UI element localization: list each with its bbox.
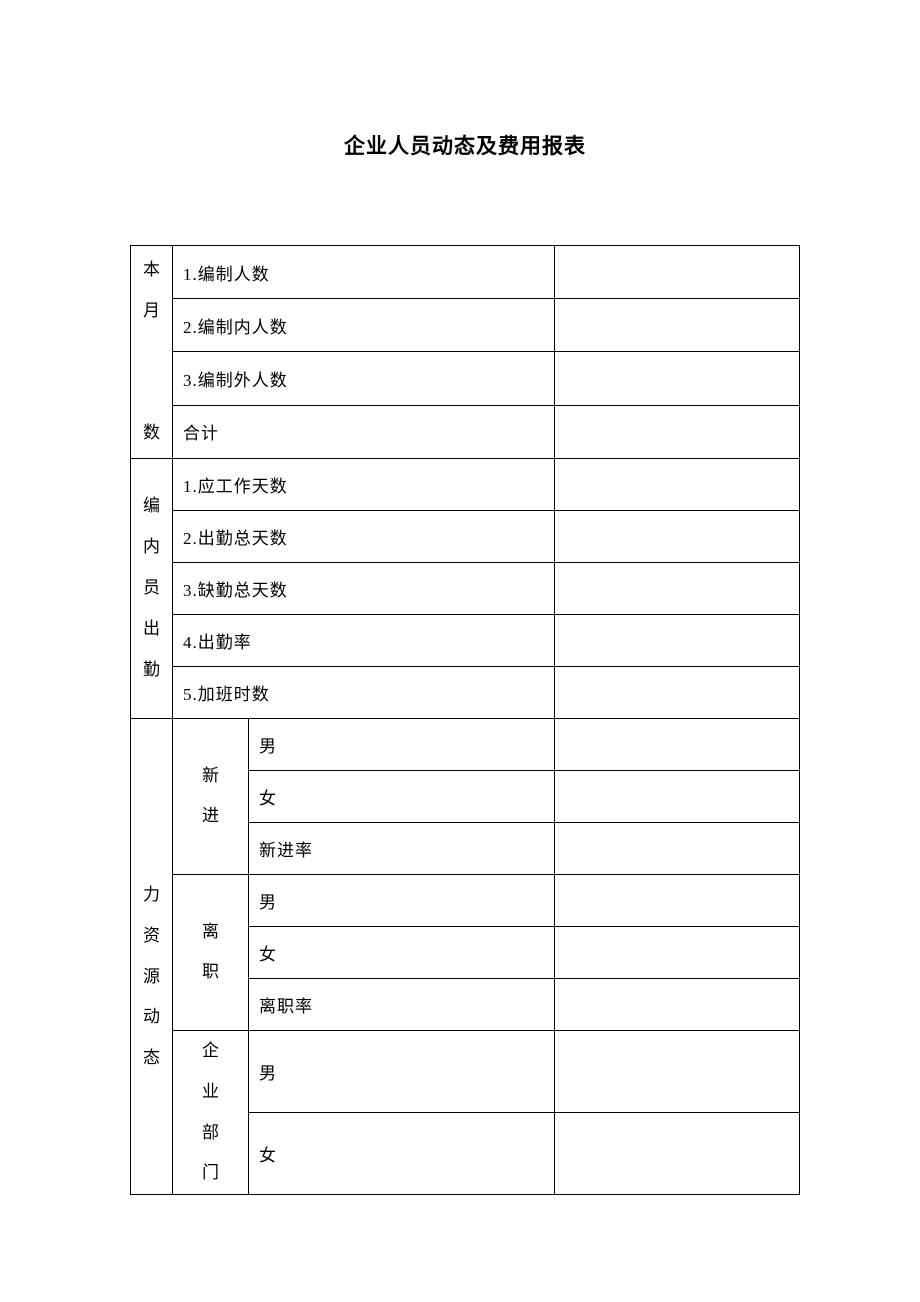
row-value bbox=[555, 510, 800, 562]
subsection-header-new-hire: 新进 bbox=[173, 718, 249, 874]
report-table: 本月 数 1.编制人数 2.编制内人数 3.编制外人数 合计 编内员出勤 1.应… bbox=[130, 245, 800, 1195]
row-value bbox=[555, 614, 800, 666]
row-value bbox=[555, 666, 800, 718]
table-row: 3.编制外人数 bbox=[131, 352, 800, 405]
row-label: 离职率 bbox=[249, 978, 555, 1030]
section-header-attendance: 编内员出勤 bbox=[131, 458, 173, 718]
row-label: 5.加班时数 bbox=[173, 666, 555, 718]
row-label: 男 bbox=[249, 1030, 555, 1112]
row-label: 女 bbox=[249, 1113, 555, 1195]
table-row: 企业部门 男 bbox=[131, 1030, 800, 1112]
subsection-header-leave: 离职 bbox=[173, 874, 249, 1030]
row-value bbox=[555, 405, 800, 458]
row-label: 2.编制内人数 bbox=[173, 299, 555, 352]
row-value bbox=[555, 874, 800, 926]
row-label: 1.应工作天数 bbox=[173, 458, 555, 510]
row-label: 女 bbox=[249, 770, 555, 822]
table-row: 离职 男 bbox=[131, 874, 800, 926]
table-row: 力资源动态 新进 男 bbox=[131, 718, 800, 770]
section-header-headcount: 本月 数 bbox=[131, 246, 173, 459]
table-row: 4.出勤率 bbox=[131, 614, 800, 666]
row-value bbox=[555, 352, 800, 405]
row-label: 2.出勤总天数 bbox=[173, 510, 555, 562]
row-value bbox=[555, 822, 800, 874]
row-value bbox=[555, 246, 800, 299]
row-label: 3.缺勤总天数 bbox=[173, 562, 555, 614]
page-title: 企业人员动态及费用报表 bbox=[130, 130, 800, 160]
row-value bbox=[555, 978, 800, 1030]
table-row: 本月 数 1.编制人数 bbox=[131, 246, 800, 299]
row-label: 新进率 bbox=[249, 822, 555, 874]
row-label: 男 bbox=[249, 874, 555, 926]
section-header-hr-dynamics: 力资源动态 bbox=[131, 718, 173, 1194]
subsection-header-dept: 企业部门 bbox=[173, 1030, 249, 1194]
row-label: 女 bbox=[249, 926, 555, 978]
row-value bbox=[555, 926, 800, 978]
row-value bbox=[555, 299, 800, 352]
row-label: 合计 bbox=[173, 405, 555, 458]
row-value bbox=[555, 562, 800, 614]
table-row: 编内员出勤 1.应工作天数 bbox=[131, 458, 800, 510]
row-value bbox=[555, 1113, 800, 1195]
table-row: 合计 bbox=[131, 405, 800, 458]
row-value bbox=[555, 718, 800, 770]
row-label: 3.编制外人数 bbox=[173, 352, 555, 405]
row-label: 男 bbox=[249, 718, 555, 770]
row-value bbox=[555, 458, 800, 510]
row-value bbox=[555, 1030, 800, 1112]
row-label: 1.编制人数 bbox=[173, 246, 555, 299]
row-value bbox=[555, 770, 800, 822]
row-label: 4.出勤率 bbox=[173, 614, 555, 666]
table-row: 3.缺勤总天数 bbox=[131, 562, 800, 614]
table-row: 5.加班时数 bbox=[131, 666, 800, 718]
table-row: 2.出勤总天数 bbox=[131, 510, 800, 562]
table-row: 2.编制内人数 bbox=[131, 299, 800, 352]
